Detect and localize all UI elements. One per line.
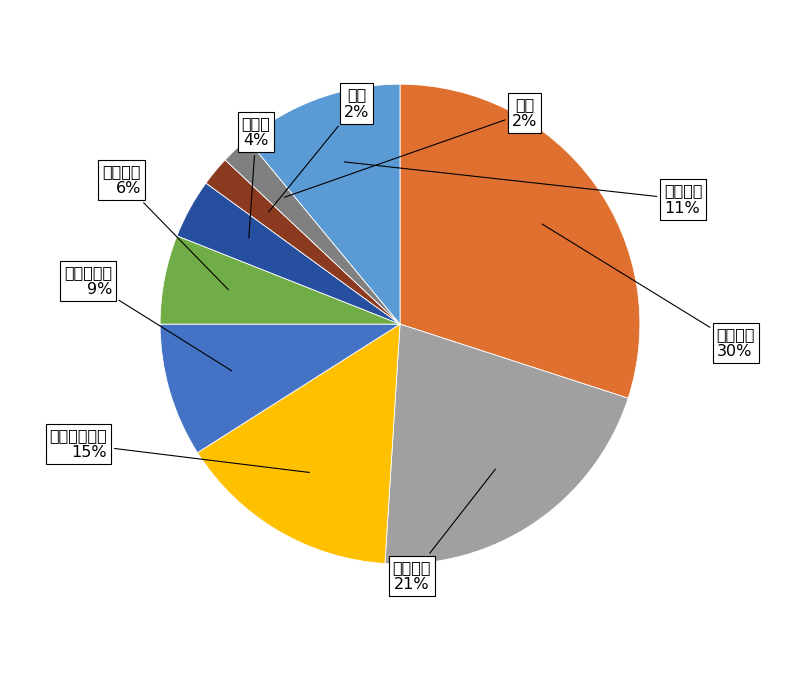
Text: 農業団体
21%: 農業団体 21% bbox=[393, 469, 495, 592]
Wedge shape bbox=[198, 324, 400, 563]
Wedge shape bbox=[160, 236, 400, 324]
Wedge shape bbox=[385, 324, 628, 564]
Wedge shape bbox=[160, 324, 400, 453]
Text: 雇用就農
30%: 雇用就農 30% bbox=[542, 224, 755, 359]
Wedge shape bbox=[225, 139, 400, 324]
Wedge shape bbox=[206, 160, 400, 324]
Text: 研修
2%: 研修 2% bbox=[269, 87, 370, 212]
Text: 一般企業
6%: 一般企業 6% bbox=[102, 164, 228, 290]
Text: 未定
2%: 未定 2% bbox=[284, 97, 538, 197]
Wedge shape bbox=[247, 84, 400, 324]
Text: 農業関連企業
15%: 農業関連企業 15% bbox=[50, 428, 310, 473]
Text: 自営就農
11%: 自営就農 11% bbox=[344, 162, 702, 215]
Wedge shape bbox=[177, 183, 400, 324]
Wedge shape bbox=[400, 84, 640, 398]
Text: 公務員
4%: 公務員 4% bbox=[242, 116, 270, 238]
Text: 進学・編入
9%: 進学・編入 9% bbox=[64, 265, 232, 371]
